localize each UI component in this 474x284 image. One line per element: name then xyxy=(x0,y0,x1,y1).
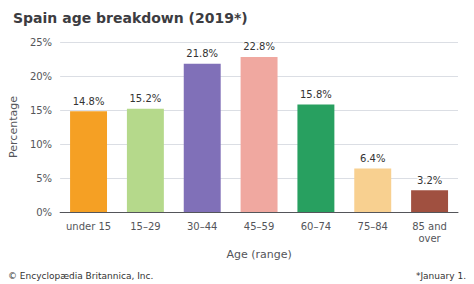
svg-text:Spain age breakdown (2019*): Spain age breakdown (2019*) xyxy=(13,10,248,26)
svg-text:6.4%: 6.4% xyxy=(360,153,385,164)
svg-text:under 15: under 15 xyxy=(66,221,111,232)
svg-text:Age (range): Age (range) xyxy=(226,248,291,261)
svg-text:15.2%: 15.2% xyxy=(129,93,161,104)
svg-text:85 and: 85 and xyxy=(412,221,447,232)
svg-text:60–74: 60–74 xyxy=(301,221,331,232)
svg-text:21.8%: 21.8% xyxy=(186,48,218,59)
svg-text:15–29: 15–29 xyxy=(130,221,160,232)
svg-text:3.2%: 3.2% xyxy=(417,175,442,186)
svg-text:*January 1.: *January 1. xyxy=(416,271,466,281)
svg-text:0%: 0% xyxy=(36,207,52,218)
svg-text:75–84: 75–84 xyxy=(358,221,388,232)
svg-text:5%: 5% xyxy=(36,173,52,184)
svg-text:20%: 20% xyxy=(30,71,52,82)
svg-text:Percentage: Percentage xyxy=(7,96,20,158)
svg-text:15.8%: 15.8% xyxy=(300,89,332,100)
svg-text:over: over xyxy=(418,233,441,244)
svg-text:10%: 10% xyxy=(30,139,52,150)
svg-text:45–59: 45–59 xyxy=(244,221,274,232)
svg-text:14.8%: 14.8% xyxy=(73,96,105,107)
svg-text:30–44: 30–44 xyxy=(187,221,217,232)
svg-text:25%: 25% xyxy=(30,37,52,48)
svg-text:15%: 15% xyxy=(30,105,52,116)
svg-text:22.8%: 22.8% xyxy=(243,41,275,52)
svg-text:© Encyclopædia Britannica, Inc: © Encyclopædia Britannica, Inc. xyxy=(8,271,153,281)
